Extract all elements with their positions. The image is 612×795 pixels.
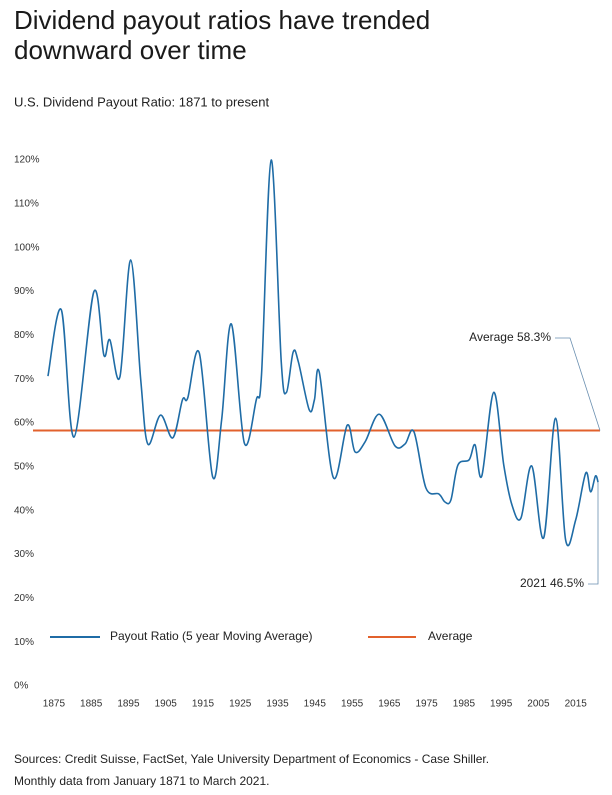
y-tick-label: 100% [14, 242, 40, 253]
x-tick-label: 1975 [415, 699, 438, 710]
leader-line [588, 482, 599, 585]
x-tick-label: 2015 [565, 699, 588, 710]
x-tick-label: 1955 [341, 699, 364, 710]
y-tick-label: 20% [14, 593, 34, 604]
annotation: 2021 46.5% [520, 576, 584, 590]
x-tick-label: 1885 [80, 699, 103, 710]
y-tick-label: 120% [14, 155, 40, 166]
x-tick-label: 1875 [43, 699, 66, 710]
y-tick-label: 30% [14, 549, 34, 560]
x-tick-label: 2005 [527, 699, 550, 710]
y-tick-label: 60% [14, 418, 34, 429]
chart-title: downward over time [14, 35, 247, 65]
legend-label: Payout Ratio (5 year Moving Average) [110, 629, 313, 643]
x-tick-label: 1965 [378, 699, 401, 710]
x-tick-label: 1945 [304, 699, 327, 710]
y-tick-label: 10% [14, 637, 34, 648]
chart-title: Dividend payout ratios have trended [14, 5, 430, 35]
source-note: Sources: Credit Suisse, FactSet, Yale Un… [14, 752, 489, 766]
y-tick-label: 110% [14, 198, 39, 209]
x-tick-label: 1925 [229, 699, 252, 710]
chart-subtitle: U.S. Dividend Payout Ratio: 1871 to pres… [14, 94, 269, 109]
y-tick-label: 0% [14, 681, 29, 692]
series-line [47, 159, 599, 547]
source-note: Monthly data from January 1871 to March … [14, 774, 269, 788]
x-tick-label: 1995 [490, 699, 513, 710]
annotation: Average 58.3% [469, 330, 551, 344]
y-tick-label: 70% [14, 374, 34, 385]
y-tick-label: 50% [14, 461, 34, 472]
x-tick-label: 1905 [155, 699, 178, 710]
y-tick-label: 90% [14, 286, 34, 297]
y-tick-label: 80% [14, 330, 34, 341]
x-tick-label: 1915 [192, 699, 215, 710]
legend-label: Average [428, 629, 473, 643]
x-tick-label: 1985 [453, 699, 476, 710]
x-tick-label: 1895 [117, 699, 140, 710]
x-tick-label: 1935 [266, 699, 289, 710]
leader-line [555, 337, 601, 431]
y-tick-label: 40% [14, 505, 34, 516]
